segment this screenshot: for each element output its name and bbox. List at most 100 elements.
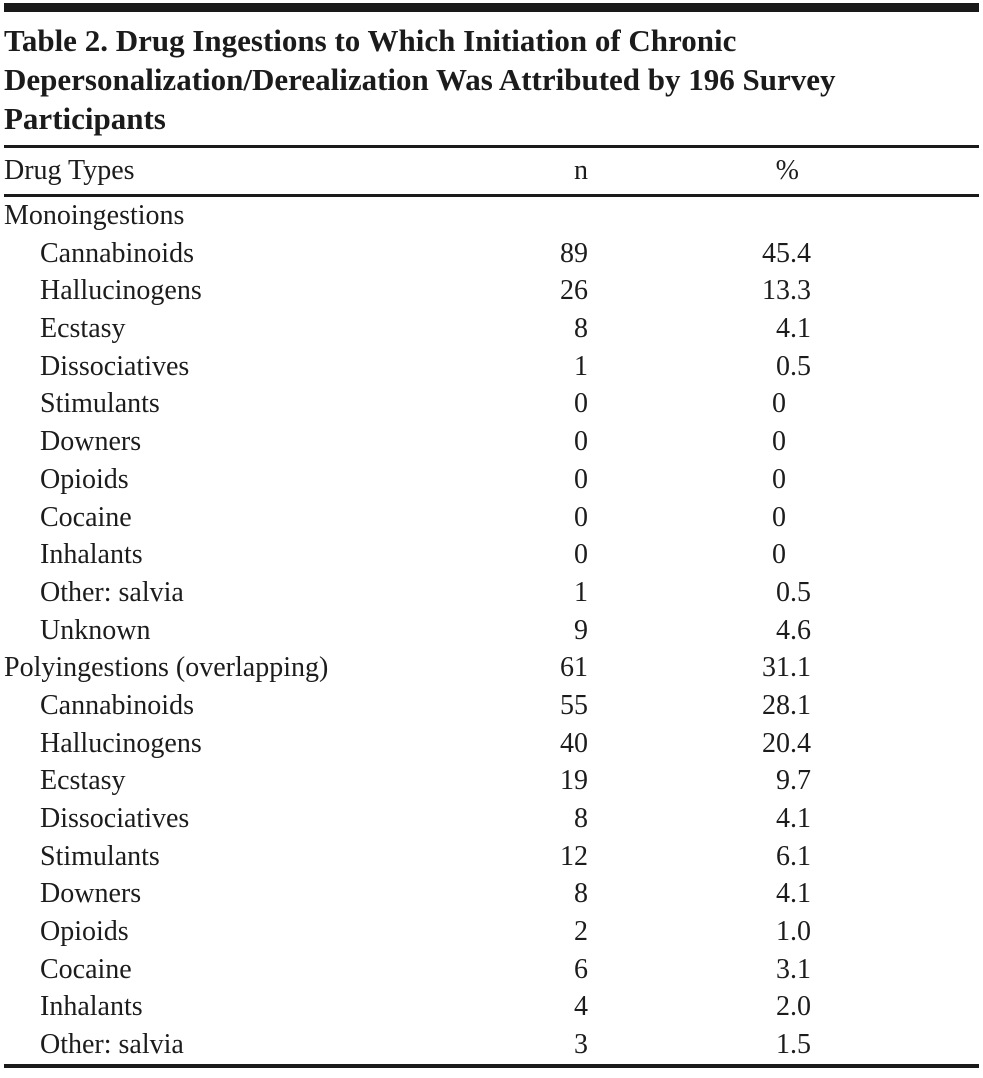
row-n-value: 0 <box>574 426 588 458</box>
table-row: Dissociatives 8 4.1 <box>4 800 979 838</box>
row-n-value: 8 <box>574 878 588 910</box>
row-pct-value: 0.5 <box>776 576 811 608</box>
table-row: Dissociatives 1 0.5 <box>4 348 979 386</box>
row-n-value: 89 <box>560 237 588 269</box>
table-row: Cannabinoids 55 28.1 <box>4 687 979 725</box>
row-label: Opioids <box>40 916 129 948</box>
table-row: Opioids 0 0 <box>4 461 979 499</box>
row-label: Monoingestions <box>4 200 185 231</box>
table-row: Ecstasy 19 9.7 <box>4 762 979 800</box>
row-n-value: 3 <box>574 1029 588 1061</box>
row-pct-value: 0.5 <box>776 350 811 382</box>
row-pct-value: 4.1 <box>776 878 811 910</box>
table-figure: Table 2. Drug Ingestions to Which Initia… <box>0 3 983 1068</box>
row-n-value: 12 <box>560 840 588 872</box>
row-label: Dissociatives <box>40 803 190 834</box>
row-n-value: 0 <box>574 501 588 533</box>
table-row: Inhalants 0 0 <box>4 536 979 574</box>
row-pct-value: 0 <box>772 539 786 571</box>
table-row: Downers 0 0 <box>4 423 979 461</box>
row-pct-value: 0 <box>772 463 786 495</box>
row-pct-value: 4.6 <box>776 614 811 646</box>
row-n-value: 8 <box>574 803 588 834</box>
row-label: Ecstasy <box>40 313 126 345</box>
row-label: Inhalants <box>40 991 143 1023</box>
row-n-value: 61 <box>560 652 588 684</box>
row-label: Cocaine <box>40 953 132 985</box>
table-row: Cocaine 0 0 <box>4 499 979 537</box>
column-header-drug-types: Drug Types <box>4 155 135 186</box>
row-pct-value: 3.1 <box>776 953 811 985</box>
row-pct-value: 13.3 <box>762 275 811 307</box>
row-pct-value: 4.1 <box>776 803 811 834</box>
table-row: Cocaine 6 3.1 <box>4 951 979 989</box>
table-row: Downers 8 4.1 <box>4 875 979 913</box>
row-n-value: 0 <box>574 539 588 571</box>
bottom-rule <box>4 1063 979 1068</box>
row-pct-value: 0 <box>772 426 786 458</box>
column-header-pct: % <box>775 155 799 186</box>
table-header-row: Drug Types n % <box>4 148 979 194</box>
header-top-rule <box>4 145 979 148</box>
table-title-line-2: Depersonalization/Derealization Was Attr… <box>4 62 836 97</box>
table-row: Hallucinogens 40 20.4 <box>4 725 979 763</box>
table-row: Cannabinoids 89 45.4 <box>4 235 979 273</box>
table-row: Inhalants 4 2.0 <box>4 988 979 1026</box>
top-rule <box>4 3 979 12</box>
row-label: Hallucinogens <box>40 275 202 307</box>
row-pct-value: 1.0 <box>776 916 811 948</box>
row-label: Inhalants <box>40 539 143 571</box>
table-row: Stimulants 0 0 <box>4 385 979 423</box>
row-pct-value: 9.7 <box>776 765 811 797</box>
row-pct-value: 31.1 <box>762 652 811 684</box>
table-title-line-1: Table 2. Drug Ingestions to Which Initia… <box>4 23 737 58</box>
row-label: Dissociatives <box>40 350 190 382</box>
row-label: Hallucinogens <box>40 727 202 759</box>
row-label: Stimulants <box>40 840 160 872</box>
row-n-value: 55 <box>560 689 588 721</box>
table-row: Opioids 2 1.0 <box>4 913 979 951</box>
table-body: Monoingestions Cannabinoids 89 45.4 Hall… <box>4 197 979 1064</box>
table-row: Ecstasy 8 4.1 <box>4 310 979 348</box>
table-title: Table 2. Drug Ingestions to Which Initia… <box>4 21 979 138</box>
table-row: Unknown 9 4.6 <box>4 612 979 650</box>
row-pct-value: 2.0 <box>776 991 811 1023</box>
header-bottom-rule <box>4 194 979 197</box>
row-n-value: 4 <box>574 991 588 1023</box>
row-pct-value: 1.5 <box>776 1029 811 1061</box>
row-pct-value: 20.4 <box>762 727 811 759</box>
row-label: Ecstasy <box>40 765 126 797</box>
row-n-value: 0 <box>574 463 588 495</box>
row-label: Cannabinoids <box>40 237 194 269</box>
table-row: Stimulants 12 6.1 <box>4 838 979 876</box>
row-pct-value: 0 <box>772 501 786 533</box>
row-label: Cannabinoids <box>40 689 194 721</box>
row-label: Stimulants <box>40 388 160 420</box>
row-pct-value: 4.1 <box>776 313 811 345</box>
row-n-value: 1 <box>574 350 588 382</box>
row-label: Downers <box>40 878 142 910</box>
row-pct-value: 0 <box>772 388 786 420</box>
row-n-value: 1 <box>574 576 588 608</box>
row-n-value: 26 <box>560 275 588 307</box>
table-row: Polyingestions (overlapping) 61 31.1 <box>4 649 979 687</box>
column-header-n: n <box>574 155 588 186</box>
row-pct-value: 28.1 <box>762 689 811 721</box>
row-pct-value: 6.1 <box>776 840 811 872</box>
row-n-value: 2 <box>574 916 588 948</box>
table-title-line-3: Participants <box>4 101 166 136</box>
row-n-value: 0 <box>574 388 588 420</box>
row-n-value: 9 <box>574 614 588 646</box>
table-row: Monoingestions <box>4 197 979 235</box>
table-row: Other: salvia 1 0.5 <box>4 574 979 612</box>
row-label: Unknown <box>40 614 151 646</box>
row-n-value: 8 <box>574 313 588 345</box>
row-pct-value: 45.4 <box>762 237 811 269</box>
row-label: Other: salvia <box>40 576 184 608</box>
row-n-value: 40 <box>560 727 588 759</box>
row-label: Opioids <box>40 463 129 495</box>
row-label: Cocaine <box>40 501 132 533</box>
row-label: Other: salvia <box>40 1029 184 1061</box>
row-label: Downers <box>40 426 142 458</box>
row-n-value: 6 <box>574 953 588 985</box>
